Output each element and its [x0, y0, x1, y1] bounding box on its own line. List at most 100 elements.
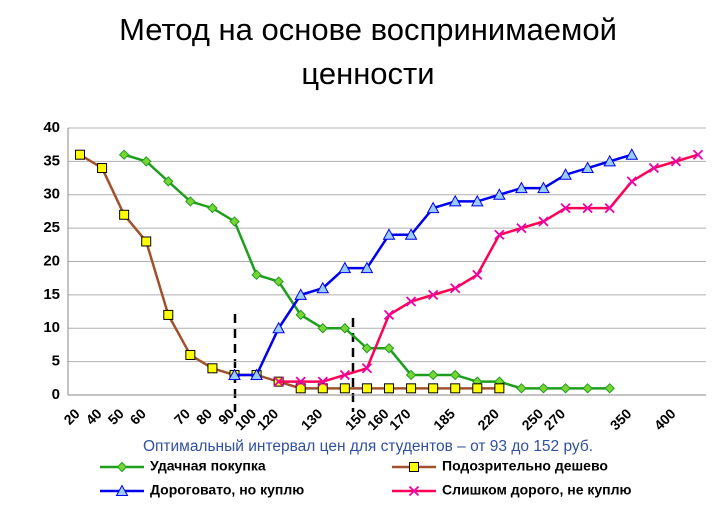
marker [404, 228, 418, 240]
series [228, 148, 639, 380]
x-tick-label: 80 [193, 405, 215, 427]
marker [294, 288, 308, 300]
x-tick-label: 50 [105, 405, 127, 427]
marker [625, 148, 639, 160]
marker [582, 383, 593, 394]
marker [450, 283, 461, 294]
legend-marker [116, 461, 128, 473]
x-tick-label: 40 [82, 405, 104, 427]
marker [560, 202, 571, 214]
marker [648, 162, 659, 174]
x-tick-label: 220 [474, 405, 502, 433]
chart-title: Метод на основе воспринимаемой [119, 12, 617, 47]
marker [383, 343, 395, 354]
marker [516, 222, 527, 234]
x-tick-label: 120 [254, 405, 282, 433]
y-tick-label: 5 [52, 353, 60, 370]
x-tick-label: 170 [386, 405, 414, 433]
marker [426, 201, 440, 214]
x-tick-label: 70 [171, 405, 193, 427]
marker [383, 309, 395, 321]
marker [75, 149, 85, 160]
marker [582, 202, 593, 214]
marker [361, 343, 373, 354]
marker [361, 363, 373, 374]
series [118, 149, 615, 394]
marker [141, 156, 152, 167]
marker [559, 168, 572, 180]
y-tick-label: 15 [43, 286, 60, 303]
marker [428, 383, 439, 394]
y-tick-label: 30 [43, 186, 60, 203]
marker [494, 383, 505, 394]
marker [295, 309, 306, 321]
y-tick-label: 25 [43, 219, 60, 236]
marker [405, 369, 417, 381]
marker [316, 281, 330, 294]
marker [382, 228, 396, 240]
marker [448, 194, 462, 207]
marker [141, 236, 152, 247]
marker [118, 149, 130, 160]
marker [185, 349, 196, 360]
marker [405, 296, 417, 307]
marker [472, 269, 483, 280]
marker [295, 383, 306, 394]
marker [560, 383, 571, 394]
y-tick-label: 20 [43, 252, 60, 269]
x-tick-label: 60 [127, 405, 149, 427]
marker [515, 181, 528, 194]
legend-label: Слишком дорого, не куплю [442, 482, 632, 498]
marker [273, 376, 284, 387]
marker [273, 276, 284, 287]
marker [603, 154, 617, 167]
marker [581, 161, 594, 174]
chart-title: ценности [301, 56, 434, 91]
marker [494, 229, 505, 240]
marker [626, 176, 637, 187]
x-tick-label: 400 [651, 405, 679, 433]
marker [97, 163, 108, 174]
legend-label: Удачная покупка [150, 458, 266, 474]
marker [516, 383, 527, 394]
marker [250, 368, 263, 380]
marker [472, 383, 483, 394]
series-line [79, 153, 500, 390]
marker [450, 369, 461, 381]
marker [251, 269, 262, 281]
marker [604, 383, 615, 394]
series [273, 149, 704, 387]
marker [119, 209, 130, 220]
marker [185, 196, 196, 207]
legend-marker [115, 484, 129, 496]
legend-label: Подозрительно дешево [442, 458, 608, 474]
marker [339, 383, 350, 394]
marker [272, 321, 285, 334]
marker [317, 383, 328, 394]
y-tick-label: 10 [43, 319, 60, 336]
marker [360, 261, 374, 274]
marker [317, 323, 328, 334]
marker [338, 261, 352, 274]
series-line [234, 153, 633, 377]
marker [427, 369, 439, 381]
x-tick-label: 350 [607, 405, 635, 433]
marker [317, 376, 328, 387]
marker [163, 176, 174, 187]
marker [228, 368, 241, 380]
marker [604, 202, 615, 214]
marker [207, 202, 218, 214]
marker [537, 181, 550, 194]
x-tick-label: 270 [540, 405, 568, 433]
marker [493, 188, 506, 200]
marker [384, 383, 394, 394]
y-tick-label: 0 [52, 386, 60, 403]
marker [295, 376, 306, 387]
marker [229, 216, 240, 227]
marker [450, 383, 461, 394]
marker [163, 309, 174, 320]
marker [207, 363, 218, 374]
marker [406, 383, 417, 394]
legend-label: Дороговато, но куплю [150, 482, 304, 498]
